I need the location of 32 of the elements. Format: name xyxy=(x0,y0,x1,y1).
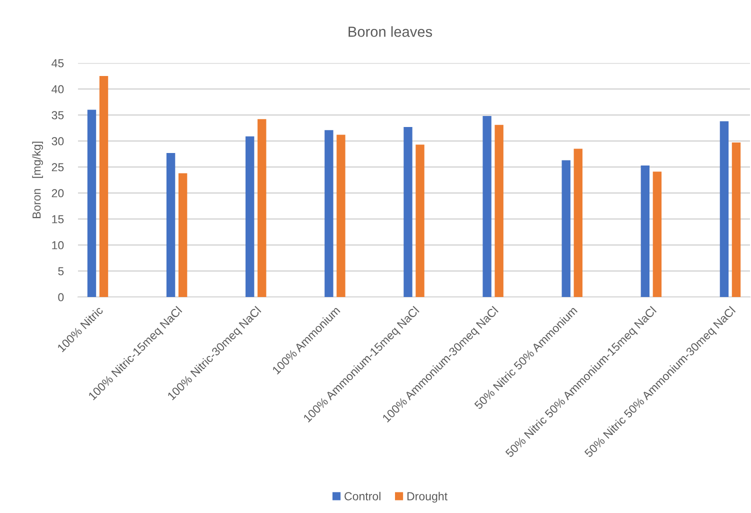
legend-label: Control xyxy=(344,492,380,500)
bar xyxy=(246,136,254,297)
chart-title: Boron leaves xyxy=(348,26,432,37)
legend-label: Drought xyxy=(407,492,448,503)
y-tick-label: 30 xyxy=(52,137,64,146)
y-axis-title: Boron [mg/kg] xyxy=(32,142,43,218)
bar xyxy=(166,152,176,297)
bar xyxy=(732,142,741,297)
bar xyxy=(324,130,334,297)
y-tick-label: 35 xyxy=(52,111,64,120)
y-tick-label: 20 xyxy=(52,189,64,198)
bar xyxy=(99,76,108,297)
bar xyxy=(720,121,729,297)
y-tick-label: 10 xyxy=(52,241,64,250)
bar xyxy=(258,119,266,297)
bar xyxy=(87,110,96,297)
bar xyxy=(178,173,188,297)
y-tick-label: 0 xyxy=(58,293,64,302)
bar xyxy=(494,124,504,297)
bar xyxy=(574,148,582,297)
y-tick-label: 15 xyxy=(52,215,64,224)
bar xyxy=(482,116,492,297)
y-tick-label: 45 xyxy=(52,59,64,68)
bar xyxy=(562,160,570,297)
y-tick-label: 40 xyxy=(52,85,64,94)
bar xyxy=(404,126,412,297)
bar xyxy=(640,165,650,297)
bar xyxy=(336,134,346,297)
bar xyxy=(652,172,662,297)
y-tick-label: 25 xyxy=(52,163,64,172)
y-tick-label: 5 xyxy=(58,267,64,276)
bar xyxy=(416,144,424,297)
